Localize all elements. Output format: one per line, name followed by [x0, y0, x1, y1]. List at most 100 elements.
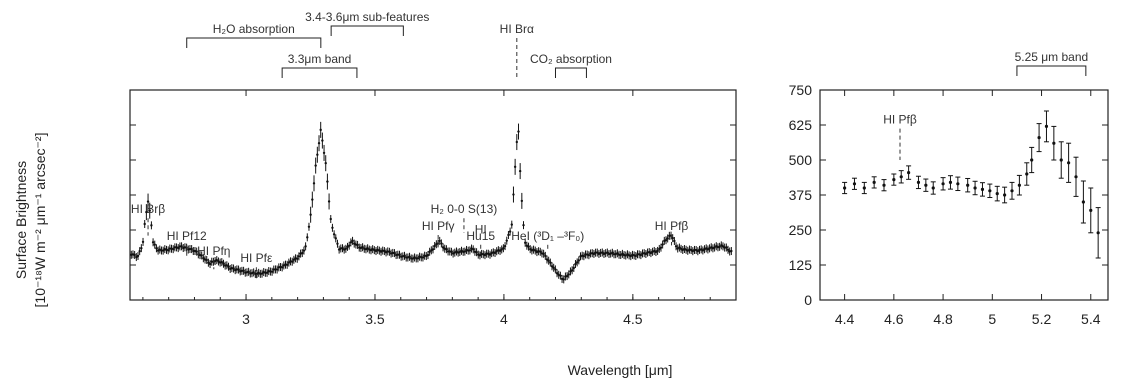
left-data-point — [629, 254, 632, 258]
right-data-point — [1089, 208, 1093, 212]
left-data-point — [227, 265, 230, 268]
left-data-point — [446, 250, 450, 253]
left-data-point — [671, 236, 674, 240]
right-data-point — [1052, 141, 1056, 145]
left-data-point — [311, 198, 314, 201]
left-data-point — [483, 253, 487, 257]
x-axis-label: Wavelength [μm] — [568, 362, 673, 378]
right-data-point — [862, 186, 866, 190]
left-data-point — [336, 242, 339, 245]
right-data-point — [941, 182, 945, 186]
left-data-point — [428, 250, 431, 253]
left-data-point — [596, 251, 599, 254]
left-data-point — [513, 165, 517, 169]
left-data-point — [441, 246, 445, 249]
line-label-pf-gamma: HI Pfγ — [422, 219, 455, 233]
line-label-pf-beta-r: HI Pfβ — [883, 113, 917, 127]
right-data-point — [1096, 231, 1100, 235]
left-data-point — [210, 260, 213, 263]
left-data-point — [438, 239, 441, 243]
bracket-band525 — [1016, 65, 1087, 76]
left-data-point — [520, 199, 524, 203]
left-data-point — [522, 223, 525, 227]
left-data-point — [458, 250, 462, 254]
left-data-point — [324, 161, 327, 165]
left-data-point — [475, 251, 478, 254]
left-data-point — [463, 250, 467, 253]
left-data-point — [485, 252, 488, 255]
right-data-point — [882, 183, 886, 187]
left-data-point — [554, 268, 557, 271]
left-data-point — [493, 251, 497, 255]
right-data-point — [1030, 158, 1034, 162]
left-data-point — [478, 254, 482, 257]
left-data-point — [450, 250, 453, 253]
left-data-point — [592, 252, 596, 256]
left-data-point — [431, 248, 435, 251]
left-data-point — [383, 249, 386, 253]
left-x-tick-label: 3 — [242, 311, 250, 327]
left-data-point — [498, 249, 502, 253]
left-data-point — [252, 271, 255, 274]
left-data-point — [582, 254, 586, 258]
left-data-point — [587, 253, 591, 257]
left-data-point — [730, 249, 733, 253]
left-data-point — [544, 254, 547, 258]
left-data-point — [220, 260, 224, 264]
left-data-point — [691, 249, 695, 253]
right-data-point — [1059, 158, 1063, 162]
left-data-point — [260, 272, 264, 275]
left-data-point — [155, 247, 158, 250]
left-data-point — [505, 239, 508, 242]
right-data-point — [1003, 193, 1007, 197]
left-data-point — [379, 250, 383, 253]
right-y-tick-label: 625 — [789, 117, 813, 133]
y-axis-label-units: [10⁻¹⁸W m⁻² μm⁻¹ arcsec⁻²] — [32, 133, 48, 308]
left-data-point — [616, 252, 619, 255]
left-data-point — [237, 268, 240, 271]
left-data-point — [574, 262, 577, 266]
left-data-point — [312, 182, 316, 185]
left-data-point — [302, 249, 306, 252]
left-data-point — [518, 169, 522, 173]
right-data-point — [1037, 136, 1041, 140]
left-data-point — [207, 261, 210, 264]
left-data-point — [601, 251, 604, 254]
left-data-point — [502, 247, 505, 250]
left-data-point — [547, 259, 550, 262]
left-data-point — [145, 210, 148, 214]
left-data-point — [550, 265, 554, 268]
left-data-point — [408, 255, 411, 258]
left-data-point — [215, 258, 218, 262]
left-data-point — [264, 271, 267, 275]
right-panel: 4.4 4.6 4.8 5 5.2 5.4 0 125 250 375 500 625 750 HI Pf… — [789, 50, 1109, 327]
top-label-bralpha: HI Brα — [500, 22, 534, 36]
right-data-point — [1017, 183, 1021, 187]
left-data-point — [552, 266, 555, 269]
right-x-tick-label: 5 — [988, 311, 996, 327]
left-plot-frame — [129, 89, 737, 301]
left-data-point — [304, 245, 307, 248]
left-data-point — [559, 274, 562, 277]
left-data-point — [426, 253, 430, 257]
left-data-point — [611, 251, 614, 254]
left-data-point — [346, 245, 349, 249]
left-data-point — [225, 264, 229, 267]
right-data-point — [931, 186, 935, 190]
line-label-hu15-b: Hu15 — [466, 229, 495, 243]
right-data-point — [948, 180, 953, 184]
line-label-pf-eps: HI Pfε — [240, 251, 273, 265]
left-data-point — [527, 245, 530, 248]
line-label-pf12: HI Pf12 — [167, 229, 207, 243]
left-data-point — [411, 257, 415, 260]
left-data-point — [321, 139, 324, 142]
left-data-point — [455, 250, 458, 253]
left-data-point — [612, 253, 616, 256]
left-data-point — [713, 246, 716, 249]
left-data-point — [575, 261, 579, 264]
left-data-point — [141, 240, 145, 244]
left-data-point — [567, 273, 570, 276]
right-y-tick-label: 0 — [804, 292, 812, 308]
line-label-br-beta: HI Brβ — [131, 202, 165, 216]
